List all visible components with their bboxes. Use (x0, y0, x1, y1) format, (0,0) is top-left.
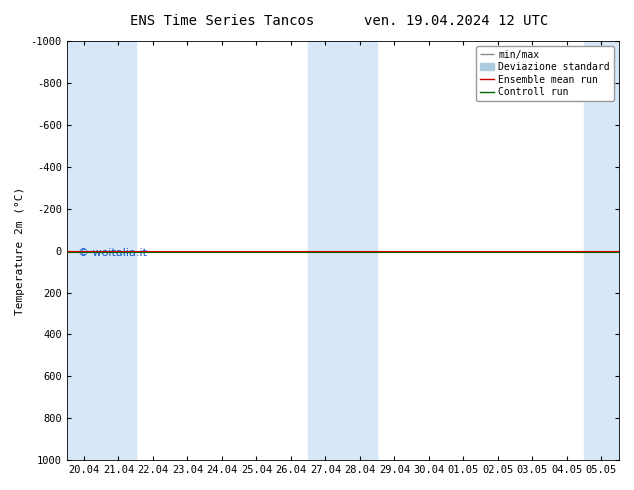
Text: © woitalia.it: © woitalia.it (78, 247, 146, 258)
Bar (101, 41, 136, 460)
Bar (308, 41, 343, 460)
Text: ven. 19.04.2024 12 UTC: ven. 19.04.2024 12 UTC (365, 14, 548, 28)
Bar (584, 41, 619, 460)
Text: ENS Time Series Tancos: ENS Time Series Tancos (130, 14, 314, 28)
Legend: min/max, Deviazione standard, Ensemble mean run, Controll run: min/max, Deviazione standard, Ensemble m… (476, 46, 614, 101)
Bar (343, 41, 377, 460)
Y-axis label: Temperature 2m (°C): Temperature 2m (°C) (15, 187, 25, 315)
Bar (67, 41, 101, 460)
